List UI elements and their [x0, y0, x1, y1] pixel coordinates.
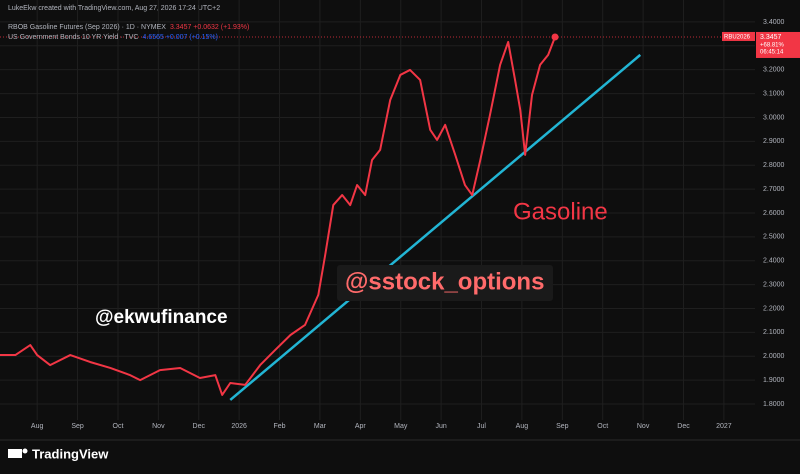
x-tick-label: Aug [31, 423, 44, 430]
credit: LukeEkw created with TradingView.com, Au… [8, 5, 220, 12]
x-tick-label: Sep [71, 423, 84, 430]
y-tick-label: 1.8000 [763, 401, 785, 408]
price-label-value: 3.3457 [760, 34, 782, 41]
y-tick-label: 3.4000 [763, 19, 785, 26]
legend-quote: 4.6565 +0.007 (+0.15%) [142, 34, 218, 41]
y-tick-label: 3.1000 [763, 90, 785, 97]
y-tick-label: 2.1000 [763, 329, 785, 336]
price-label-countdown: 06:45:14 [760, 50, 784, 56]
x-tick-label: Aug [516, 423, 529, 430]
y-tick-label: 2.2000 [763, 305, 785, 312]
x-tick-label: Apr [355, 423, 367, 430]
x-tick-label: Oct [113, 423, 124, 430]
x-tick-label: Nov [152, 423, 165, 430]
brand-logo [8, 448, 28, 458]
x-tick-label: Feb [274, 423, 286, 430]
x-tick-label: 2026 [231, 423, 247, 430]
y-tick-label: 2.6000 [763, 210, 785, 217]
legend-entry: RBOB Gasoline Futures (Sep 2026) · 1D · … [8, 24, 249, 31]
y-tick-label: 2.9000 [763, 138, 785, 145]
x-tick-label: Nov [637, 423, 650, 430]
y-tick-label: 2.4000 [763, 258, 785, 265]
legend-entry: US Government Bonds 10 YR Yield · TVC 4.6… [8, 34, 218, 41]
y-tick-label: 2.0000 [763, 353, 785, 360]
legend-name: RBOB Gasoline Futures (Sep 2026) · 1D · … [8, 24, 166, 31]
last-point [551, 33, 559, 41]
annotation: @sstock_options [345, 268, 544, 295]
y-tick-label: 2.5000 [763, 234, 785, 241]
y-tick-label: 2.8000 [763, 162, 785, 169]
legend-quote: 3.3457 +0.0632 (+1.93%) [170, 24, 249, 31]
x-tick-label: Mar [314, 423, 327, 430]
price-label-symbol: RBU2026 [724, 35, 751, 41]
y-tick-label: 2.7000 [763, 186, 785, 193]
price-label-symbol-box [722, 31, 755, 41]
annotation: @ekwufinance [95, 307, 228, 328]
price-line [0, 36, 556, 396]
price-label-change: +68.81% [760, 43, 785, 49]
annotation: Gasoline [513, 198, 608, 225]
y-tick-label: 1.9000 [763, 377, 785, 384]
x-tick-label: Dec [193, 423, 206, 430]
legend-name: US Government Bonds 10 YR Yield · TVC [8, 34, 138, 41]
y-tick-label: 2.3000 [763, 281, 785, 288]
x-tick-label: Jul [477, 423, 486, 430]
trendline [229, 53, 642, 401]
y-tick-label: 3.2000 [763, 67, 785, 74]
x-tick-label: Sep [556, 423, 569, 430]
price-label-box [756, 31, 800, 58]
x-tick-label: Oct [597, 423, 608, 430]
brand-name: TradingView [32, 446, 109, 461]
y-tick-label: 3.0000 [763, 114, 785, 121]
x-tick-label: Dec [677, 423, 690, 430]
x-tick-label: 2027 [716, 423, 732, 430]
annotation-box [337, 265, 553, 301]
x-tick-label: May [394, 423, 408, 430]
x-tick-label: Jun [435, 423, 446, 430]
